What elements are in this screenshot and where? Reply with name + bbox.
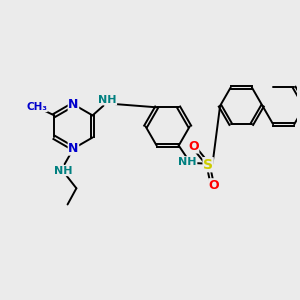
Text: N: N	[68, 142, 79, 155]
Text: S: S	[203, 158, 213, 172]
Text: O: O	[209, 179, 219, 192]
Text: O: O	[188, 140, 199, 153]
Text: NH: NH	[178, 157, 197, 167]
Text: N: N	[68, 98, 79, 111]
Text: CH₃: CH₃	[26, 102, 47, 112]
Text: NH: NH	[54, 166, 72, 176]
Text: NH: NH	[98, 95, 116, 105]
